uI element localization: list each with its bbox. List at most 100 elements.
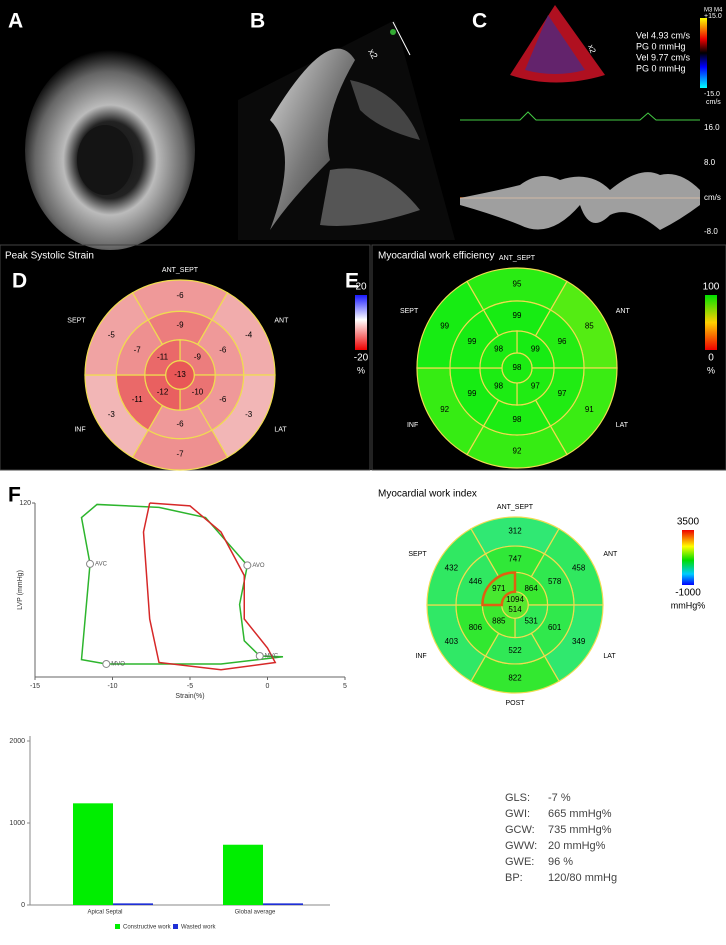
segment-name: POST [505,700,525,707]
segment-value: -7 [176,449,184,458]
bar [113,903,153,905]
segment-value: 822 [508,674,522,683]
stat-value: 20 mmHg% [548,840,606,852]
segment-name: POST [507,475,527,482]
bar [73,803,113,905]
legend-min: -1000 [675,588,701,599]
panel-label: A [8,10,23,33]
segment-value: 1094 [506,595,524,604]
segment-name: ANT [603,551,618,558]
segment-value: 349 [572,637,586,646]
segment-value: -10 [192,388,204,397]
segment-value: -4 [245,330,253,339]
stat-value: 665 mmHg% [548,808,612,820]
segment-value: 522 [508,646,522,655]
color-legend [705,295,717,350]
zoom-label: x2 [586,43,598,55]
zoom-label: x2 [366,47,379,60]
bar [263,903,303,905]
event-label: MVC [265,654,279,660]
x-tick-label: 5 [343,683,347,690]
segment-name: LAT [616,422,629,429]
x-tick-label: -10 [107,683,117,690]
spectrum-tick: 16.0 [704,123,720,132]
legend-min: 0 [708,353,714,364]
event-marker [243,561,252,570]
legend-max: 100 [703,282,720,293]
event-marker [255,651,264,660]
segment-value: 85 [585,321,594,330]
legend-max: 20 [355,282,367,293]
segment-name: INF [415,653,426,660]
segment-value: 806 [469,623,483,632]
segment-value: 864 [524,584,538,593]
segment-value: 885 [492,616,506,625]
segment-name: ANT_SEPT [497,504,534,511]
segment-value: -3 [245,410,253,419]
bar [223,844,263,905]
segment-value: -11 [132,395,144,404]
color-legend [682,530,694,585]
stat-value: 120/80 mmHg [548,872,617,884]
segment-value: 98 [494,381,503,390]
segment-value: 514 [508,605,522,614]
stat-label: GCW: [505,824,535,836]
color-legend [355,295,367,350]
segment-value: 403 [445,637,459,646]
legend-swatch [173,924,178,929]
y-tick-label: 1000 [9,820,25,827]
echo-image-b [238,20,455,240]
segment-value: 458 [572,563,586,572]
x-tick-label: 0 [266,683,270,690]
segment-value: 531 [524,616,538,625]
segment-name: LAT [274,426,287,433]
segment-name: ANT [616,308,631,315]
event-label: AVC [95,561,108,567]
segment-value: 98 [513,363,522,372]
stat-label: GWE: [505,856,534,868]
segment-value: -7 [134,345,142,354]
event-marker [86,559,95,568]
segment-value: -6 [219,345,227,354]
segment-value: -9 [194,353,202,362]
segment-value: 747 [508,554,522,563]
stat-label: BP: [505,872,523,884]
segment-value: 99 [440,321,449,330]
segment-value: 99 [468,389,477,398]
legend-unit: % [707,365,715,375]
segment-value: -12 [157,388,169,397]
segment-value: 99 [531,345,540,354]
segment-value: -6 [219,395,227,404]
panel-e-frame [371,244,726,471]
legend-unit: mmHg% [671,600,706,610]
panel-label: B [250,10,265,33]
velocity-readout: PG 0 mmHg [636,41,686,51]
velocity-readout: Vel 9.77 cm/s [636,52,691,62]
legend-swatch [115,924,120,929]
segment-value: 99 [513,311,522,320]
segment-value: 92 [440,405,449,414]
x-tick-label: Global average [235,910,276,916]
color-scale-label: -15.0 [704,91,720,98]
echo-image-a [25,50,195,250]
pv-loop [80,503,284,665]
segment-value: 91 [585,405,594,414]
segment-value: -9 [176,321,184,330]
x-tick-label: -15 [30,683,40,690]
segment-value: 971 [492,584,506,593]
segment-value: 98 [513,415,522,424]
probe-header: M3 M4 [704,8,723,14]
segment-name: ANT_SEPT [162,267,199,274]
y-tick-label: 120 [19,500,31,507]
panel-title: Peak Systolic Strain [5,251,94,262]
stat-value: -7 % [548,792,571,804]
segment-value: 578 [548,577,562,586]
x-tick-label: -5 [187,683,193,690]
segment-name: ANT [274,317,289,324]
highlight [481,571,517,607]
segment-value: 96 [558,337,567,346]
spectrum-tick: cm/s [704,193,721,202]
velocity-readout: PG 0 mmHg [636,63,686,73]
spectrum-tick: -8.0 [704,227,718,236]
